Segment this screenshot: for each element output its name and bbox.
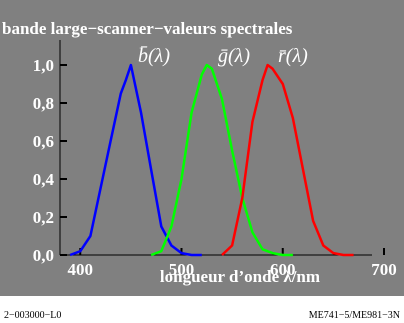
x-axis-label: longueur d’onde λ/nm xyxy=(160,267,320,286)
series-lines xyxy=(69,63,354,257)
y-tick-label: 0,8 xyxy=(33,94,54,113)
x-tick-label: 700 xyxy=(371,260,397,279)
tick-marks: 0,0 0,2 0,4 0,6 0,8 1,0 400 500 600 700 xyxy=(33,56,397,279)
series-line xyxy=(69,63,202,257)
footer-left-code: 2−003000−L0 xyxy=(4,310,61,321)
series-label: ḡ(λ) xyxy=(218,45,250,67)
y-tick-label: 0,4 xyxy=(33,170,55,189)
x-tick-label: 500 xyxy=(169,260,195,279)
x-tick-label: 400 xyxy=(68,260,94,279)
series-label: r̄(λ) xyxy=(278,45,308,67)
series-label: b̄(λ) xyxy=(138,45,170,67)
series-line xyxy=(221,63,354,257)
y-tick-label: 1,0 xyxy=(33,56,54,75)
x-tick-label: 600 xyxy=(270,260,296,279)
y-tick-label: 0,0 xyxy=(33,246,54,265)
footer-right-code: ME741−5/ME981−3N xyxy=(309,310,400,321)
series-labels: b̄(λ) ḡ(λ) r̄(λ) xyxy=(138,45,308,67)
y-tick-label: 0,2 xyxy=(33,208,54,227)
series-line xyxy=(150,63,293,257)
y-tick-label: 0,6 xyxy=(33,132,54,151)
chart-title: bande large−scanner−valeurs spectrales xyxy=(2,19,293,38)
panel-background xyxy=(0,0,404,296)
